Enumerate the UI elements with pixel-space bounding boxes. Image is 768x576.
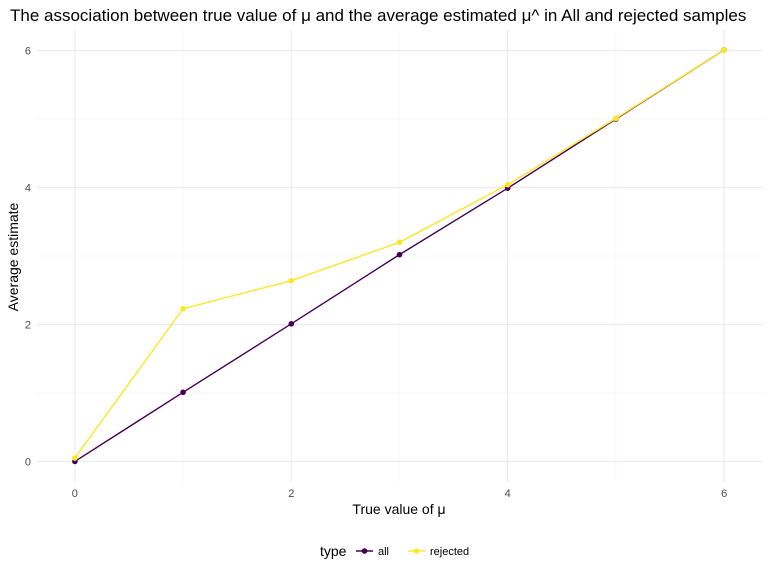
data-point-rejected	[180, 305, 186, 312]
data-point-all	[180, 389, 186, 396]
y-tick-label: 0	[25, 456, 31, 468]
series-rejected	[72, 47, 727, 461]
legend-title: type	[320, 543, 347, 559]
chart-title: The association between true value of μ …	[10, 6, 746, 25]
y-tick-label: 2	[25, 319, 31, 331]
x-tick-label: 2	[288, 488, 294, 500]
data-point-rejected	[504, 181, 511, 188]
legend-item-all: all	[356, 546, 389, 558]
series-layer	[72, 47, 727, 465]
data-point-rejected	[721, 47, 727, 53]
x-axis-ticks: 0 2 4 6	[72, 488, 727, 500]
data-point-all	[288, 321, 295, 327]
y-tick-label: 6	[25, 46, 31, 58]
legend-label: all	[378, 546, 389, 558]
legend-key-point	[361, 548, 368, 554]
data-point-all	[396, 251, 403, 258]
x-axis-title: True value of μ	[352, 501, 445, 517]
legend-items: all rejected	[356, 546, 469, 558]
data-point-rejected	[288, 277, 295, 284]
legend-key-point	[413, 548, 420, 554]
y-axis-title: Average estimate	[5, 202, 21, 311]
legend-label: rejected	[430, 546, 469, 558]
x-tick-label: 6	[721, 488, 727, 500]
data-point-rejected	[396, 239, 403, 246]
data-point-rejected	[72, 455, 78, 461]
legend: type all rejected	[320, 543, 469, 559]
x-tick-label: 4	[505, 488, 511, 500]
x-tick-label: 0	[72, 488, 78, 500]
y-axis-ticks: 0 2 4 6	[25, 46, 31, 469]
data-point-rejected	[613, 115, 619, 122]
y-tick-label: 4	[25, 183, 31, 195]
legend-item-rejected: rejected	[408, 546, 469, 558]
